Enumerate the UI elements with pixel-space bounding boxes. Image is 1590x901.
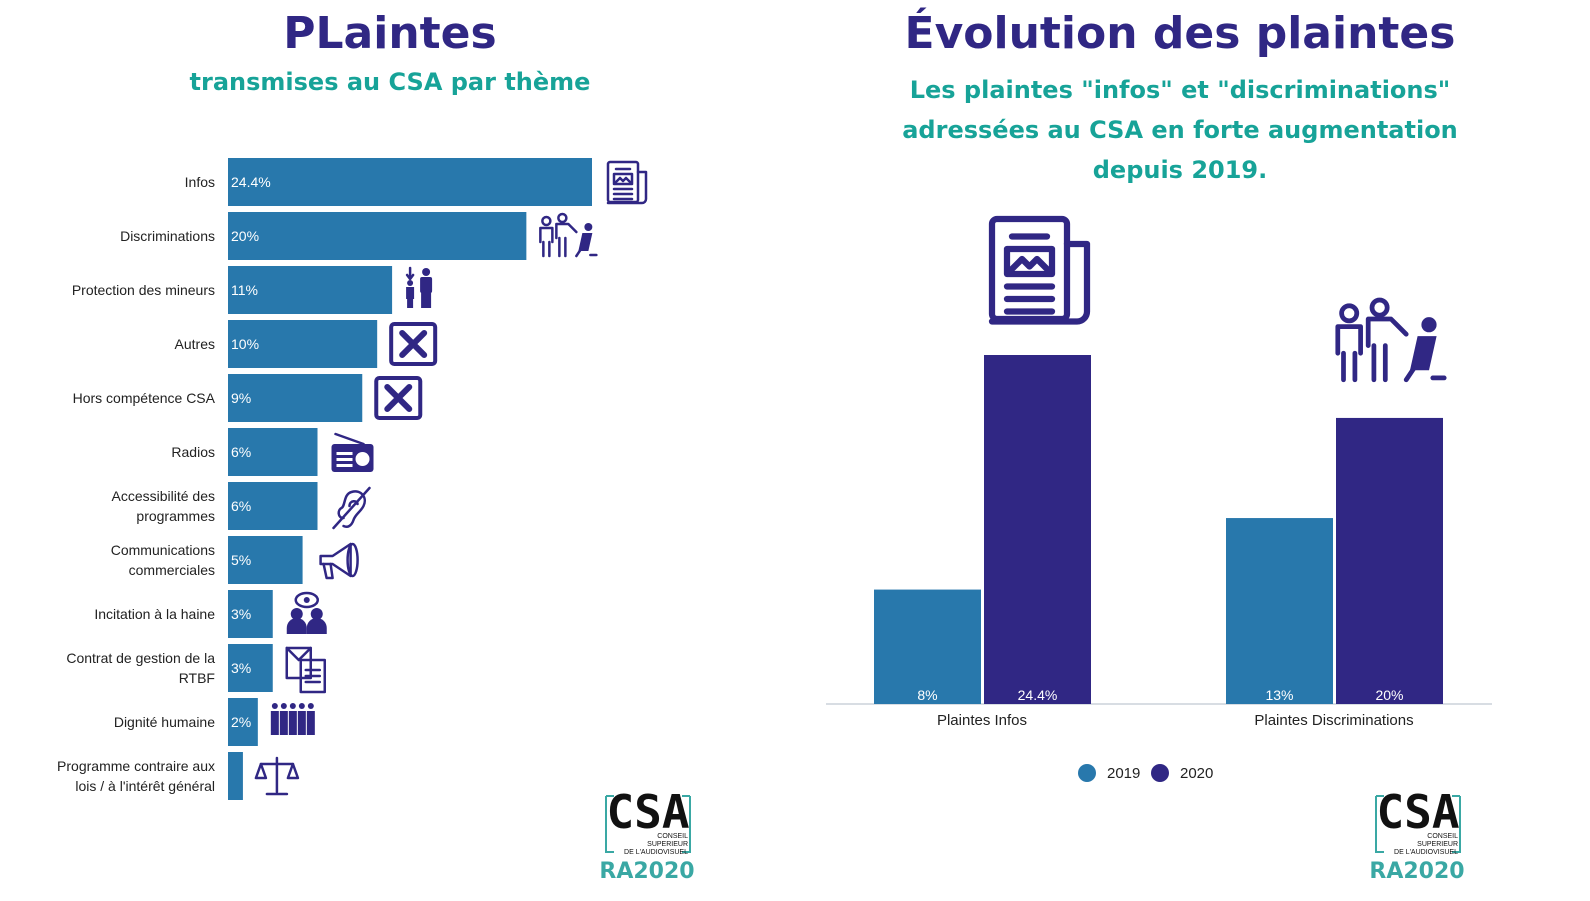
bar-value-label: 24.4% xyxy=(1018,687,1058,703)
hearing-impaired-icon xyxy=(332,486,371,530)
csa-logo-right: CSA CONSEIL SUPERIEUR DE L'AUDIOVISUEL R… xyxy=(1369,785,1464,884)
bar-value-label: 13% xyxy=(1265,687,1293,703)
legend-label: 2019 xyxy=(1107,765,1140,782)
child-adult-icon xyxy=(404,266,434,310)
right-subtitle-line2: adressées au CSA en forte augmentation xyxy=(902,116,1458,144)
group-label: Plaintes Discriminations xyxy=(1254,712,1413,729)
hate-speech-icon xyxy=(285,591,329,636)
megaphone-icon xyxy=(319,542,359,580)
category-label: Contrat de gestion de la xyxy=(66,650,215,666)
bar-value-label: 20% xyxy=(1375,687,1403,703)
bar-value-label: 20% xyxy=(231,228,259,244)
category-label: RTBF xyxy=(179,670,215,686)
right-chart-title: Évolution des plaintes xyxy=(904,8,1456,59)
category-label: Incitation à la haine xyxy=(94,606,215,622)
bar-value-label: 3% xyxy=(231,606,251,622)
bar-value-label: 3% xyxy=(231,660,251,676)
legend-label: 2020 xyxy=(1180,765,1213,782)
bar-value-label: 9% xyxy=(231,390,251,406)
bar-value-label: 11% xyxy=(231,282,258,298)
cross-box-icon xyxy=(391,324,435,364)
legend-swatch xyxy=(1151,764,1169,782)
bar xyxy=(228,482,318,530)
bar xyxy=(228,212,527,260)
category-label: Discriminations xyxy=(120,228,215,244)
bar-value-label: 24.4% xyxy=(231,174,271,190)
bar-2019 xyxy=(1226,518,1333,704)
cross-box-icon xyxy=(376,378,420,418)
category-label: Protection des mineurs xyxy=(72,282,215,298)
newspaper-icon xyxy=(606,160,648,205)
logo-line3: DE L'AUDIOVISUEL xyxy=(624,849,688,856)
scales-icon xyxy=(254,756,300,796)
logo-ra-text: RA2020 xyxy=(599,859,694,884)
bar xyxy=(228,320,378,368)
people-discrimination-icon xyxy=(1338,300,1444,380)
logo-line3: DE L'AUDIOVISUEL xyxy=(1394,849,1458,856)
right-subtitle-line1: Les plaintes "infos" et "discriminations… xyxy=(909,76,1451,104)
category-label: Communications xyxy=(111,542,215,558)
documents-icon xyxy=(285,646,327,694)
right-bar-chart: 8% 24.4% Plaintes Infos 13% 20% Plaintes Disc… xyxy=(826,219,1492,782)
category-label: Radios xyxy=(171,444,215,460)
crowd-icon xyxy=(270,703,315,735)
bar xyxy=(228,374,363,422)
bar-value-label: 5% xyxy=(231,552,251,568)
category-label: Infos xyxy=(185,174,215,190)
category-label: lois / à l'intérêt général xyxy=(75,778,215,794)
bar-value-label: 10% xyxy=(231,336,259,352)
bar-value-label: 2% xyxy=(231,714,251,730)
left-chart-title: PLaintes xyxy=(283,8,497,59)
bar-value-label: 6% xyxy=(231,444,251,460)
category-label: Accessibilité des xyxy=(112,488,216,504)
bar-2020 xyxy=(1336,417,1443,704)
logo-line2: SUPERIEUR xyxy=(1417,841,1458,848)
bar xyxy=(228,644,273,692)
logo-csa-text: CSA xyxy=(1376,785,1459,839)
bar-2019 xyxy=(874,589,981,704)
csa-logo-left: CSA CONSEIL SUPERIEUR DE L'AUDIOVISUEL R… xyxy=(599,785,694,884)
category-label: Programme contraire aux xyxy=(57,758,215,774)
legend-swatch xyxy=(1078,764,1096,782)
bar xyxy=(228,590,273,638)
group-label: Plaintes Infos xyxy=(937,712,1027,729)
logo-line2: SUPERIEUR xyxy=(647,841,688,848)
logo-line1: CONSEIL xyxy=(1427,833,1458,840)
bar xyxy=(228,266,393,314)
category-label: commerciales xyxy=(129,562,215,578)
bar xyxy=(228,428,318,476)
newspaper-icon xyxy=(992,219,1087,322)
bar-value-label: 8% xyxy=(917,687,937,703)
radio-icon xyxy=(330,432,375,474)
bar xyxy=(228,698,258,746)
bar xyxy=(228,158,592,206)
logo-csa-text: CSA xyxy=(606,785,689,839)
people-discrimination-icon xyxy=(539,212,598,258)
left-chart-subtitle: transmises au CSA par thème xyxy=(189,68,591,96)
category-label: programmes xyxy=(136,508,215,524)
right-subtitle-line3: depuis 2019. xyxy=(1092,156,1268,184)
bar xyxy=(228,536,303,584)
logo-ra-text: RA2020 xyxy=(1369,859,1464,884)
bar-2020 xyxy=(984,355,1091,704)
left-bar-chart: 24.4% Infos 20% Discriminations 11% Protectio… xyxy=(57,158,648,800)
category-label: Hors compétence CSA xyxy=(73,390,216,406)
logo-line1: CONSEIL xyxy=(657,833,688,840)
bar-value-label: 6% xyxy=(231,498,251,514)
category-label: Dignité humaine xyxy=(114,714,215,730)
category-label: Autres xyxy=(175,336,215,352)
right-chart-subtitle: Les plaintes "infos" et "discriminations… xyxy=(860,70,1500,190)
bar xyxy=(228,752,243,800)
